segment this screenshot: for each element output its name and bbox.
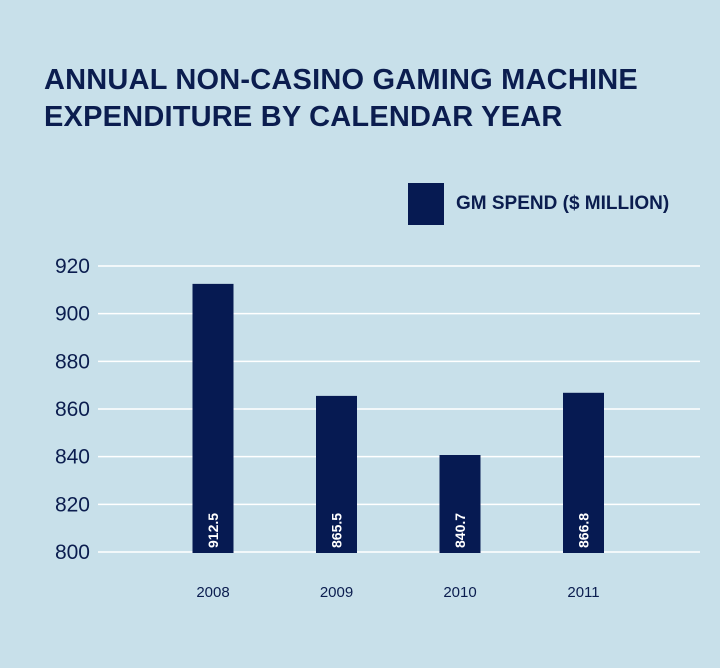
y-tick-label-880: 880	[55, 350, 90, 373]
x-tick-label-2010: 2010	[443, 584, 476, 601]
y-tick-label-860: 860	[55, 398, 90, 421]
y-tick-label-840: 840	[55, 446, 90, 469]
y-tick-label-920: 920	[55, 255, 90, 278]
value-label-2008: 912.5	[205, 513, 221, 548]
bar-2010	[439, 454, 481, 553]
chart-title-line-2: EXPENDITURE BY CALENDAR YEAR	[44, 101, 563, 133]
legend-label: GM SPEND ($ MILLION)	[456, 193, 670, 214]
y-tick-label-900: 900	[55, 303, 90, 326]
value-label-2010: 840.7	[452, 513, 468, 548]
x-tick-label-2011: 2011	[567, 584, 599, 601]
value-label-2009: 865.5	[329, 513, 345, 548]
x-tick-label-2009: 2009	[320, 584, 353, 601]
y-tick-label-800: 800	[55, 541, 90, 564]
value-label-2011: 866.8	[576, 513, 592, 548]
legend-swatch	[408, 183, 444, 225]
chart-title: ANNUAL NON-CASINO GAMING MACHINE EXPENDI…	[44, 62, 684, 136]
bar-2011	[563, 392, 604, 553]
y-tick-label-820: 820	[55, 493, 90, 516]
chart-title-line-1: ANNUAL NON-CASINO GAMING MACHINE	[44, 64, 638, 96]
bar-2009	[316, 395, 357, 553]
legend: GM SPEND ($ MILLION)	[408, 183, 669, 225]
x-tick-label-2008: 2008	[196, 584, 229, 601]
bar-2008	[192, 283, 234, 553]
